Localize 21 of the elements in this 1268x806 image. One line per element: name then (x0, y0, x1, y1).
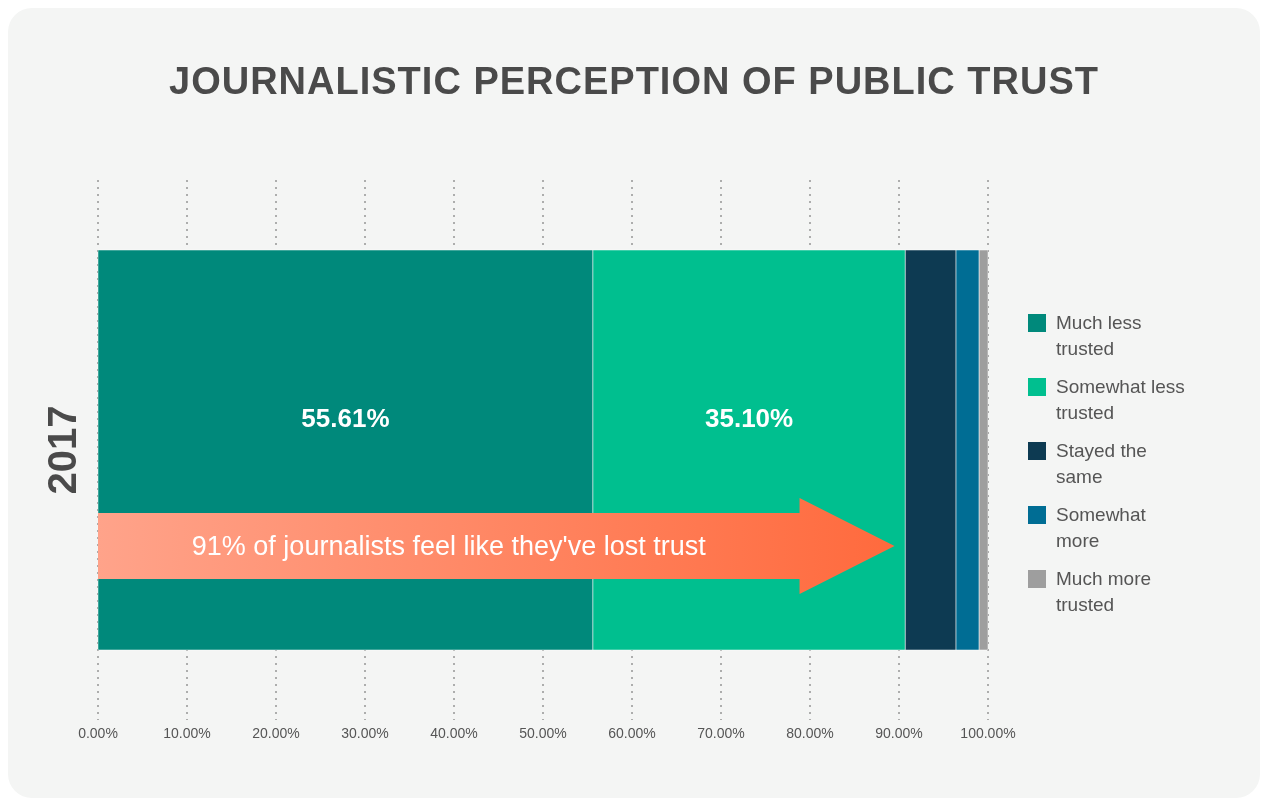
text: Much less trusted (1056, 311, 1143, 361)
data-label: 35.10% (705, 402, 794, 433)
chart-title: JOURNALISTIC PERCEPTION OF PUBLIC TRUST (168, 59, 1100, 104)
x-tick-label: 50.00% (519, 724, 567, 741)
x-tick-label: 60.00% (608, 724, 656, 741)
x-tick-label: 80.00% (786, 724, 834, 741)
legend-label: Stayed the same (1056, 439, 1148, 489)
legend-label: Somewhat more (1056, 503, 1147, 553)
y-tick-label: 2017 (39, 405, 84, 495)
x-tick-label: 90.00% (875, 724, 923, 741)
annotation: 91% of journalists feel like they've lost trust (190, 530, 707, 562)
x-tick-label: 20.00% (252, 724, 300, 741)
x-tick-label: 40.00% (430, 724, 478, 741)
data-label: 55.61% (301, 402, 390, 433)
x-tick-label: 0.00% (78, 724, 118, 741)
x-tick-label: 70.00% (697, 724, 745, 741)
x-tick-label: 100.00% (960, 724, 1016, 741)
x-tick-label: 30.00% (341, 724, 389, 741)
x-tick-label: 10.00% (163, 724, 211, 741)
legend-label: Much more trusted (1056, 567, 1153, 617)
legend-label: Somewhat less trusted (1056, 375, 1186, 425)
